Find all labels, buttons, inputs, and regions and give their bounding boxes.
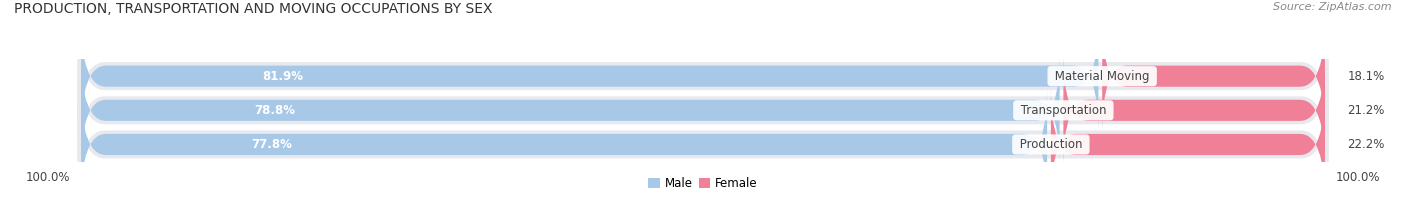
FancyBboxPatch shape (82, 19, 1098, 134)
Text: Source: ZipAtlas.com: Source: ZipAtlas.com (1274, 2, 1392, 12)
FancyBboxPatch shape (1050, 87, 1324, 197)
FancyBboxPatch shape (77, 49, 1329, 171)
Text: 78.8%: 78.8% (254, 104, 295, 117)
Text: Material Moving: Material Moving (1052, 70, 1153, 83)
Text: 81.9%: 81.9% (262, 70, 302, 83)
FancyBboxPatch shape (77, 83, 1329, 197)
Legend: Male, Female: Male, Female (644, 172, 762, 195)
FancyBboxPatch shape (1063, 53, 1324, 168)
Text: 100.0%: 100.0% (1336, 171, 1381, 184)
FancyBboxPatch shape (82, 87, 1047, 197)
Text: 18.1%: 18.1% (1347, 70, 1385, 83)
Text: 22.2%: 22.2% (1347, 138, 1385, 151)
Text: PRODUCTION, TRANSPORTATION AND MOVING OCCUPATIONS BY SEX: PRODUCTION, TRANSPORTATION AND MOVING OC… (14, 2, 492, 16)
FancyBboxPatch shape (82, 53, 1060, 168)
FancyBboxPatch shape (1102, 19, 1324, 134)
Text: 77.8%: 77.8% (252, 138, 292, 151)
Text: 100.0%: 100.0% (25, 171, 70, 184)
Text: Production: Production (1015, 138, 1085, 151)
FancyBboxPatch shape (77, 15, 1329, 137)
Text: 21.2%: 21.2% (1347, 104, 1385, 117)
Text: Transportation: Transportation (1017, 104, 1109, 117)
